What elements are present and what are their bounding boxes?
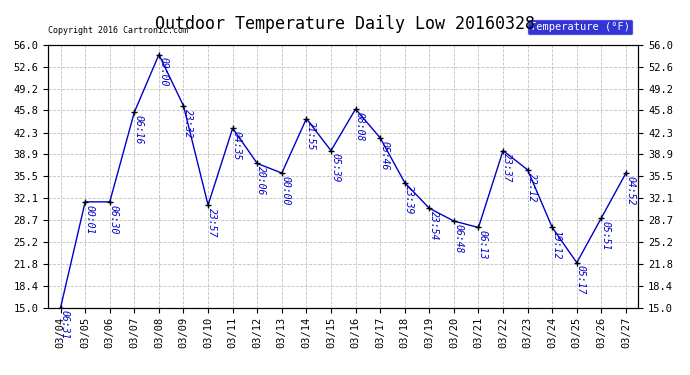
Text: 04:52: 04:52 [625,176,635,205]
Text: 05:46: 05:46 [380,141,389,170]
Text: 19:12: 19:12 [551,230,562,260]
Legend: Temperature (°F): Temperature (°F) [526,19,633,35]
Text: 06:48: 06:48 [453,224,463,253]
Text: 23:37: 23:37 [502,153,512,183]
Text: 20:06: 20:06 [257,166,266,196]
Text: 21:55: 21:55 [306,122,315,151]
Text: 23:32: 23:32 [183,109,193,138]
Text: 06:31: 06:31 [60,310,70,340]
Text: 23:39: 23:39 [404,185,414,215]
Text: 06:13: 06:13 [477,230,488,260]
Text: 05:39: 05:39 [330,153,340,183]
Text: 23:57: 23:57 [207,208,217,237]
Text: 05:17: 05:17 [576,266,586,295]
Text: 04:35: 04:35 [232,131,241,160]
Text: Copyright 2016 Cartronic.com: Copyright 2016 Cartronic.com [48,26,188,34]
Text: 08:08: 08:08 [355,112,365,141]
Text: 22:12: 22:12 [526,172,537,202]
Text: 23:54: 23:54 [428,211,438,240]
Text: 05:51: 05:51 [600,220,611,250]
Text: 06:16: 06:16 [133,115,144,144]
Text: 00:01: 00:01 [84,205,95,234]
Text: 06:30: 06:30 [109,205,119,234]
Text: 00:00: 00:00 [281,176,291,205]
Text: Outdoor Temperature Daily Low 20160328: Outdoor Temperature Daily Low 20160328 [155,15,535,33]
Text: 09:00: 09:00 [158,57,168,87]
